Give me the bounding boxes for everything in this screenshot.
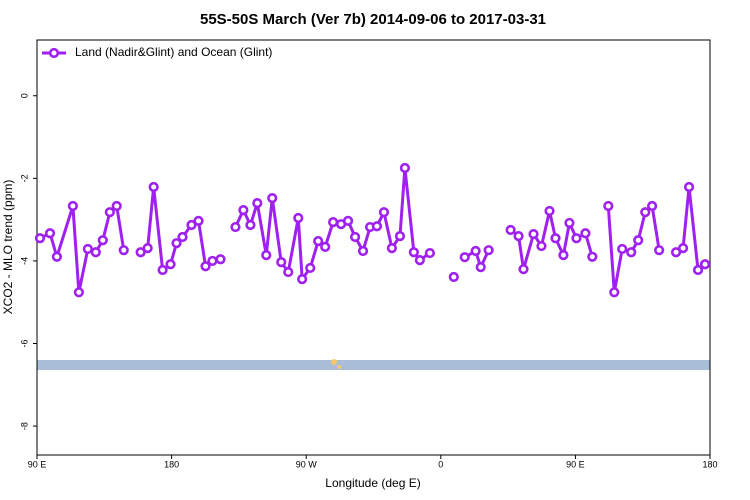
data-point bbox=[157, 264, 168, 276]
data-point bbox=[513, 231, 524, 242]
data-point bbox=[186, 219, 197, 231]
data-point bbox=[483, 245, 494, 256]
data-point bbox=[200, 261, 211, 272]
data-point bbox=[293, 212, 304, 224]
data-point bbox=[459, 252, 470, 263]
y-tick-label: 0 bbox=[19, 93, 29, 98]
data-point bbox=[617, 243, 628, 255]
chart-title: 55S-50S March (Ver 7b) 2014-09-06 to 201… bbox=[200, 11, 546, 28]
x-tick-label: 0 bbox=[438, 459, 443, 469]
data-point bbox=[104, 207, 115, 218]
data-point bbox=[580, 228, 591, 239]
data-point bbox=[342, 215, 354, 226]
data-point bbox=[609, 287, 620, 298]
data-point bbox=[230, 221, 241, 233]
legend-label: Land (Nadir&Glint) and Ocean (Glint) bbox=[75, 45, 272, 59]
data-point bbox=[414, 254, 425, 266]
x-tick-label: 90 W bbox=[296, 459, 318, 469]
y-axis-label: XCO2 - MLO trend (ppm) bbox=[1, 180, 15, 315]
data-point bbox=[564, 217, 575, 229]
data-point bbox=[252, 198, 263, 209]
data-point bbox=[238, 205, 249, 216]
data-point bbox=[670, 247, 682, 258]
data-point bbox=[165, 259, 176, 270]
data-point bbox=[470, 245, 481, 257]
data-point bbox=[34, 233, 46, 244]
data-point bbox=[587, 251, 598, 262]
data-point bbox=[692, 264, 704, 276]
y-tick-label: -8 bbox=[19, 422, 29, 430]
x-axis-label: Longitude (deg E) bbox=[325, 476, 420, 490]
data-point bbox=[44, 228, 56, 239]
x-tick-label: 90 E bbox=[566, 459, 585, 469]
data-point bbox=[699, 259, 711, 270]
data-point bbox=[135, 247, 146, 258]
data-point bbox=[475, 262, 486, 273]
data-point bbox=[82, 243, 93, 255]
data-point bbox=[51, 251, 62, 262]
y-tick-label: -2 bbox=[19, 174, 29, 182]
data-point bbox=[67, 200, 78, 212]
data-point bbox=[207, 255, 218, 267]
data-point bbox=[633, 235, 644, 246]
data-point bbox=[350, 231, 361, 243]
data-point bbox=[603, 200, 614, 212]
data-point bbox=[424, 247, 435, 259]
x-tick-label: 180 bbox=[164, 459, 179, 469]
legend-marker bbox=[48, 47, 60, 59]
land-mask-band bbox=[37, 360, 710, 370]
data-point bbox=[73, 287, 84, 298]
data-point bbox=[357, 245, 369, 257]
x-tick-label: 90 E bbox=[28, 459, 47, 469]
data-point bbox=[394, 231, 406, 242]
data-point bbox=[640, 207, 651, 218]
data-point bbox=[677, 243, 689, 254]
data-point bbox=[276, 257, 287, 268]
data-point bbox=[193, 215, 204, 226]
data-point bbox=[305, 262, 316, 274]
data-point bbox=[550, 233, 561, 244]
y-tick-label: -4 bbox=[19, 257, 29, 265]
data-point bbox=[399, 162, 411, 174]
data-point bbox=[558, 250, 569, 261]
data-point bbox=[177, 231, 188, 243]
data-point bbox=[518, 264, 529, 275]
y-tick-label: -6 bbox=[19, 339, 29, 347]
data-point bbox=[267, 193, 278, 204]
data-point bbox=[647, 200, 658, 212]
land-speck bbox=[331, 359, 337, 365]
data-point bbox=[283, 266, 294, 278]
data-point bbox=[505, 224, 516, 236]
data-point bbox=[528, 228, 539, 240]
data-point bbox=[536, 240, 547, 252]
data-point bbox=[320, 241, 331, 252]
data-point bbox=[245, 219, 256, 231]
data-point bbox=[97, 235, 108, 246]
data-point bbox=[571, 233, 582, 244]
data-point bbox=[171, 238, 182, 249]
data-point bbox=[371, 221, 383, 232]
data-point bbox=[90, 247, 101, 258]
data-point bbox=[408, 247, 419, 258]
data-point bbox=[297, 273, 308, 285]
data-point bbox=[378, 207, 390, 218]
data-point bbox=[328, 217, 339, 228]
plot-frame bbox=[36, 39, 711, 456]
data-point bbox=[544, 205, 555, 217]
data-point bbox=[148, 181, 159, 193]
data-point bbox=[448, 271, 459, 283]
data-point bbox=[142, 243, 153, 254]
data-point bbox=[118, 245, 129, 256]
data-point bbox=[654, 245, 665, 256]
data-point bbox=[386, 243, 397, 254]
land-speck bbox=[337, 365, 341, 369]
data-point bbox=[626, 247, 637, 258]
data-point bbox=[683, 181, 695, 193]
data-point bbox=[111, 200, 122, 212]
data-point bbox=[215, 254, 226, 265]
data-point bbox=[261, 250, 272, 261]
x-tick-label: 180 bbox=[702, 459, 717, 469]
data-point bbox=[313, 235, 324, 247]
